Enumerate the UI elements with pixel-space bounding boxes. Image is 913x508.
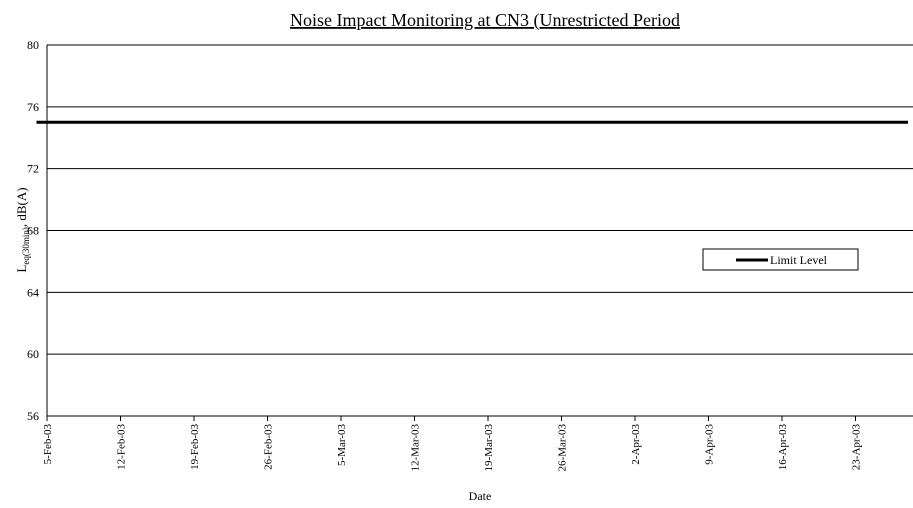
- y-tick-label: 68: [27, 224, 39, 238]
- y-tick-label: 60: [27, 347, 39, 361]
- x-tick-label: 9-Apr-03: [704, 424, 716, 465]
- legend-box: [702, 248, 859, 271]
- y-tick-label: 64: [27, 285, 39, 299]
- chart-title: Noise Impact Monitoring at CN3 (Unrestri…: [290, 10, 680, 31]
- legend-label: Limit Level: [770, 253, 828, 267]
- x-tick-label: 2-Apr-03: [630, 424, 642, 465]
- x-tick-label: 26-Feb-03: [263, 424, 275, 470]
- x-tick-label: 12-Feb-03: [116, 424, 128, 470]
- x-tick-label: 19-Mar-03: [483, 424, 495, 472]
- y-tick-label: 56: [27, 409, 39, 423]
- y-tick-label: 76: [27, 100, 39, 114]
- x-tick-label: 5-Mar-03: [336, 424, 348, 466]
- y-tick-label: 80: [27, 38, 39, 52]
- x-axis-label: Date: [469, 489, 492, 503]
- x-tick-label: 12-Mar-03: [410, 424, 422, 472]
- x-tick-label: 5-Feb-03: [42, 424, 54, 465]
- x-tick-label: 26-Mar-03: [557, 424, 569, 472]
- x-tick-label: 19-Feb-03: [189, 424, 201, 470]
- y-axis-label: Leq(30min), dB(A): [14, 187, 31, 272]
- x-tick-label: 16-Apr-03: [777, 424, 789, 471]
- y-tick-label: 72: [27, 162, 39, 176]
- x-tick-label: 23-Apr-03: [851, 424, 863, 471]
